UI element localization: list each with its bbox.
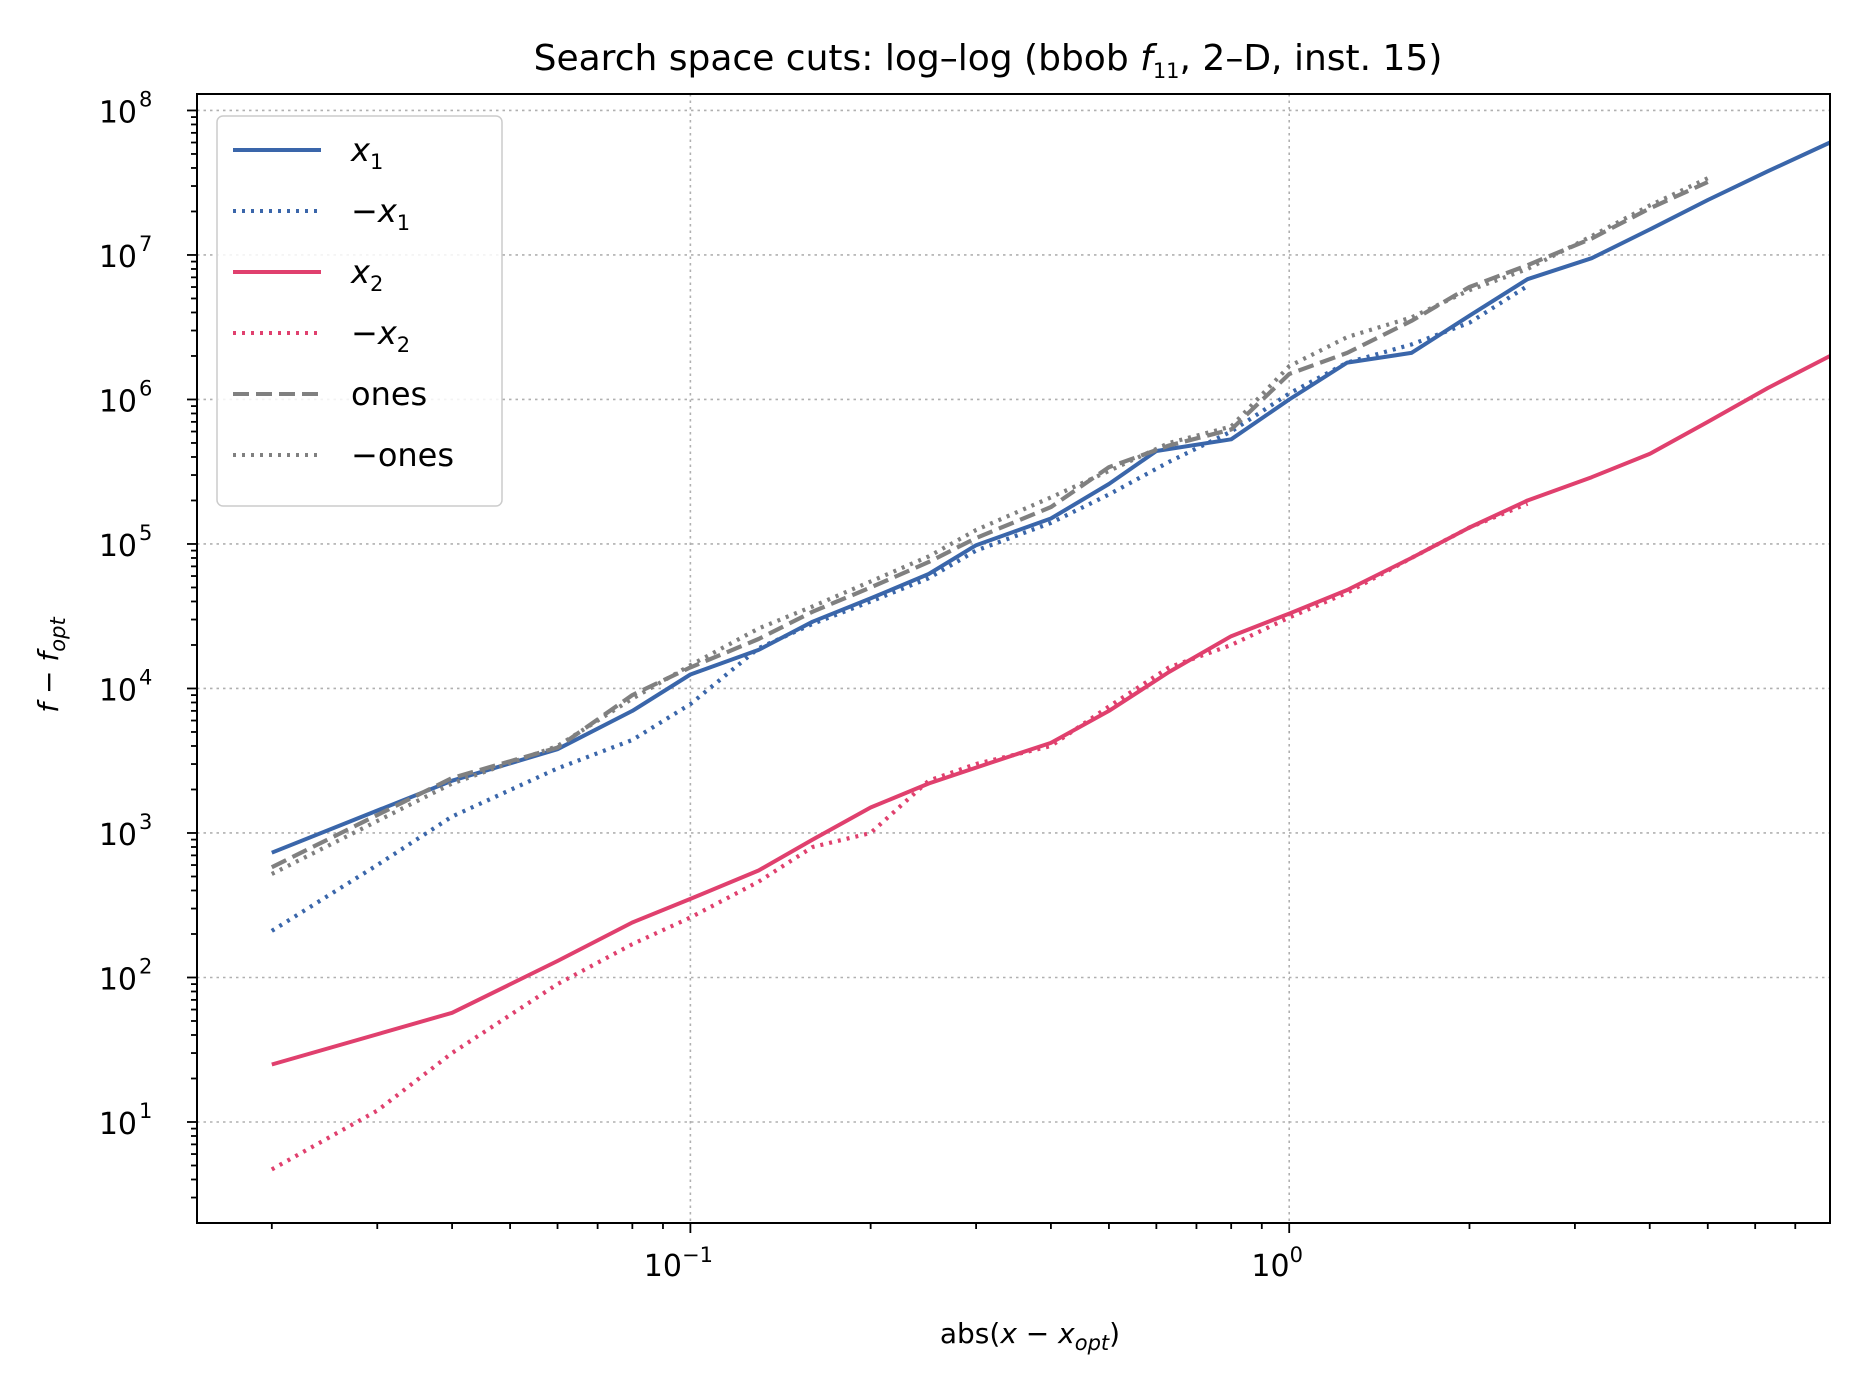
y-tick-base-5: 10 [99,384,137,419]
y-tick-exp-6: 7 [139,232,152,256]
x-tick-exp-0: −1 [682,1243,713,1267]
series-line--x1 [270,284,1529,933]
legend-label--ones: −ones [351,436,454,474]
legend-neg--x2: − [351,314,378,352]
title-func-sub: 11 [1153,59,1180,83]
legend-label--x1: −x1 [351,192,410,235]
legend-label-x1: x1 [350,131,383,174]
legend-box [216,115,503,507]
x-tick-base-1: 10 [1251,1249,1289,1284]
legend-neg--ones: − [351,436,378,474]
y-tick-base-7: 10 [99,95,137,130]
x-tick-label-1: 100 [1251,1243,1303,1284]
xlabel-var: x [999,1317,1017,1350]
title-suffix: , 2–D, inst. 15) [1180,38,1443,79]
y-tick-base-1: 10 [99,962,137,997]
x-tick-base-0: 10 [644,1249,682,1284]
xlabel-suffix: ) [1109,1317,1120,1350]
xlabel-prefix: abs( [940,1317,1000,1350]
plot-frame [196,93,1831,1224]
xlabel-minus: − [1017,1317,1058,1350]
y-tick-base-2: 10 [99,818,137,853]
y-tick-label-0: 10 [99,1107,137,1142]
y-tick-exp-0: 1 [139,1099,152,1123]
series-line-ones [270,180,1709,870]
series-line--x2 [270,501,1529,1172]
legend-main-x2: x [350,253,371,291]
series-line-x2 [271,354,1831,1067]
legend-sub--x1: 1 [397,211,410,235]
y-tick-base-0: 10 [99,1107,137,1142]
y-tick-exp-7: 8 [139,87,152,111]
xlabel-sub: opt [1075,1331,1110,1355]
y-tick-label-5: 10 [99,384,137,419]
y-tick-label-1: 10 [99,962,137,997]
series-layer [270,140,1831,1172]
y-tick-label-6: 10 [99,240,137,275]
y-tick-exp-1: 2 [139,954,152,978]
y-tick-exp-2: 3 [139,810,152,834]
legend-neg--x1: − [351,192,378,230]
y-tick-exp-4: 5 [139,521,152,545]
y-tick-base-3: 10 [99,673,137,708]
x-tick-label-0: 10−1 [644,1243,713,1284]
legend-main--ones: ones [378,436,454,474]
y-tick-label-3: 10 [99,673,137,708]
title-prefix: Search space cuts: log–log (bbob [534,38,1141,79]
legend-label-ones: ones [351,375,427,413]
series-line-x1 [271,140,1831,855]
y-tick-exp-3: 4 [139,665,152,689]
x-tick-exp-1: 0 [1290,1243,1303,1267]
x-axis-label: abs(x − xopt) [940,1317,1120,1355]
ylabel-minus: − [32,662,65,703]
y-tick-label-2: 10 [99,818,137,853]
y-tick-exp-5: 6 [139,376,152,400]
legend-sub-x2: 2 [370,272,383,296]
legend-label-x2: x2 [350,253,383,296]
grid-layer [197,94,1830,1223]
legend-label--x2: −x2 [351,314,410,357]
y-tick-base-6: 10 [99,240,137,275]
y-tick-label-7: 10 [99,95,137,130]
legend-main-ones: ones [351,375,427,413]
legend-main--x2: x [377,314,398,352]
legend-sub-x1: 1 [370,150,383,174]
y-axis-label: f − fopt [32,617,70,713]
chart-title: Search space cuts: log–log (bbob f11, 2–… [534,38,1443,83]
y-tick-base-4: 10 [99,529,137,564]
legend-sub--x2: 2 [397,333,410,357]
xlabel-var2: x [1057,1317,1075,1350]
y-tick-label-4: 10 [99,529,137,564]
ylabel-sub: opt [46,617,70,652]
legend-main--x1: x [377,192,398,230]
legend-main-x1: x [350,131,371,169]
